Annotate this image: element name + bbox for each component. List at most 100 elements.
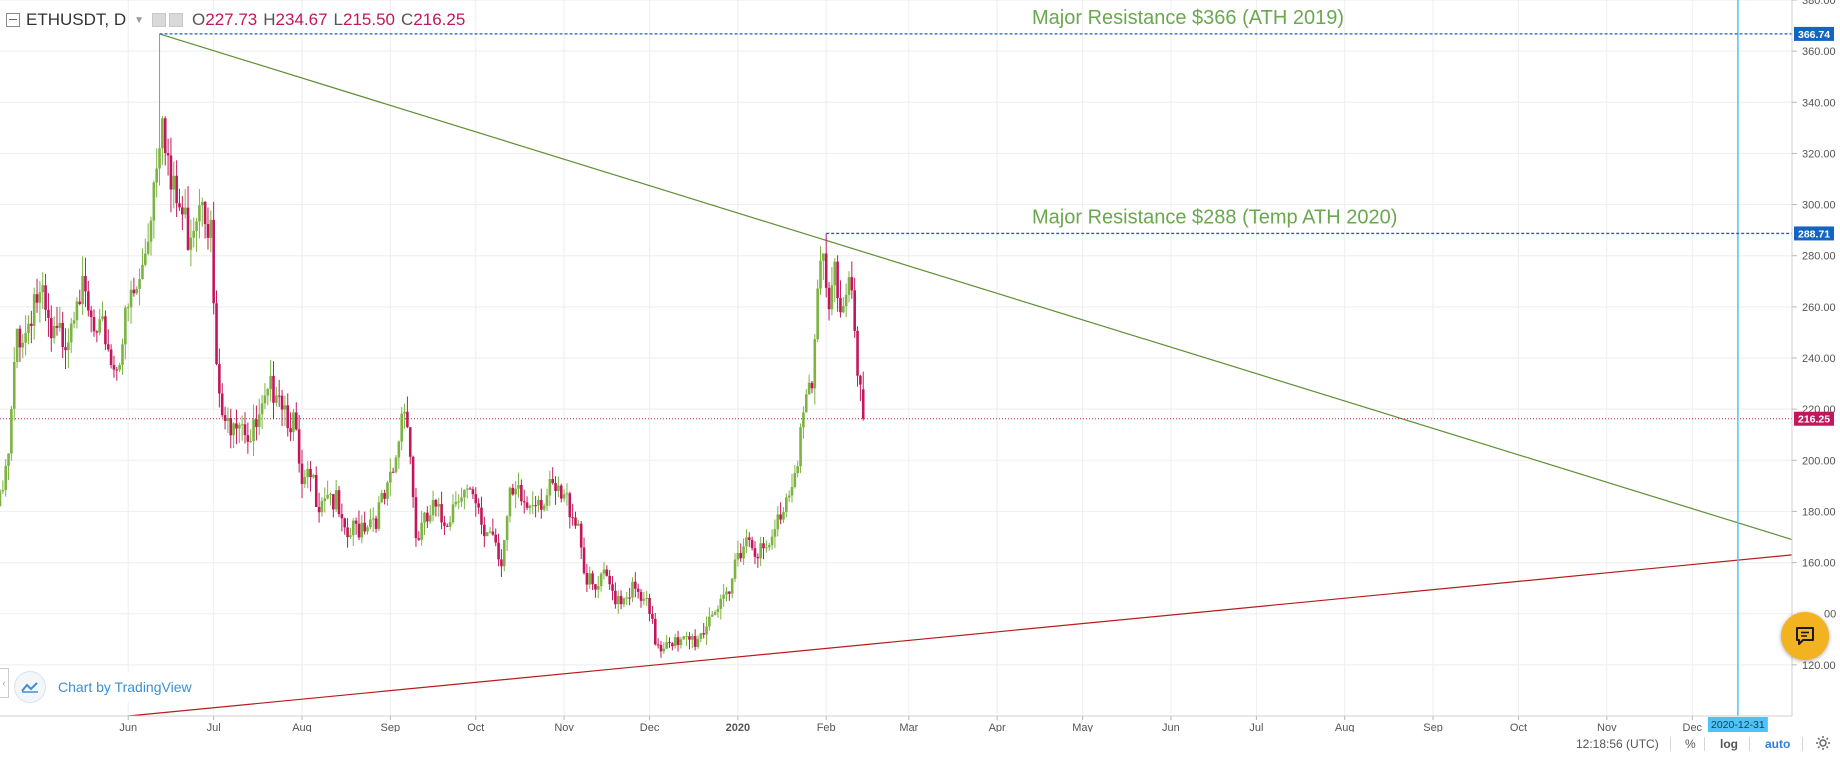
last-price-tag <box>1794 411 1834 426</box>
candle-body <box>408 427 412 457</box>
collapse-legend-icon[interactable] <box>6 13 20 27</box>
candle-body <box>423 512 426 523</box>
price-scale[interactable]: 120.00160.00180.00200.00220.00240.00260.… <box>1792 0 1840 716</box>
candle-body <box>796 466 800 474</box>
candle-body <box>434 499 438 507</box>
candle-body <box>112 364 116 370</box>
candle-body <box>1 490 5 492</box>
candle-body <box>132 289 136 294</box>
candle-body <box>218 364 221 394</box>
candle-body <box>822 253 825 261</box>
candle-body <box>64 347 67 351</box>
candle-body <box>72 320 76 324</box>
eye-icon[interactable] <box>152 13 167 27</box>
clock-label[interactable]: 12:18:56 (UTC) <box>1576 737 1659 751</box>
candle-body <box>850 277 854 291</box>
candle-body <box>349 535 352 538</box>
candle-body <box>87 291 90 311</box>
candle-body <box>596 586 600 590</box>
candle-body <box>183 207 187 215</box>
candle-body <box>559 485 563 499</box>
candle-body <box>708 616 711 627</box>
candle-body <box>306 468 309 478</box>
candle-body <box>568 493 572 518</box>
candle-body <box>181 207 184 215</box>
tradingview-logo-icon <box>14 671 46 703</box>
x-tick-label: Nov <box>554 722 574 732</box>
tradingview-badge[interactable]: Chart by TradingView <box>14 671 202 703</box>
low-value: 215.50 <box>343 10 396 29</box>
candle-body <box>109 349 113 365</box>
candle-body <box>634 581 637 589</box>
candle-body <box>836 261 839 298</box>
candle-body <box>141 264 144 280</box>
y-tick-label: 160.00 <box>1802 558 1836 570</box>
candle-body <box>648 598 651 614</box>
auto-toggle[interactable]: auto <box>1765 737 1791 751</box>
candle-body <box>582 547 586 574</box>
candle-body <box>286 405 290 429</box>
time-scale[interactable]: Jun Jul Aug Sep Oct Nov Dec 2020 Feb Mar Apr May Jun… <box>0 716 1840 734</box>
candle-body <box>41 285 45 293</box>
chart-svg[interactable]: Major Resistance $366 (ATH 2019) Major Re… <box>0 0 1840 734</box>
symbol-legend: ETHUSDT, D ▼ O 227.73 H 234.67 L 215.50 C 21… <box>6 8 465 32</box>
x-tick-label: Aug <box>1335 722 1355 732</box>
candle-body <box>685 636 688 638</box>
log-toggle[interactable]: log <box>1720 737 1738 751</box>
comments-button[interactable] <box>1781 612 1829 660</box>
candle-body <box>645 598 649 600</box>
y-tick-label: 360.00 <box>1802 46 1836 58</box>
candle-body <box>161 118 164 149</box>
candle-body <box>101 316 104 320</box>
candle-body <box>830 285 834 310</box>
candle-body <box>853 290 856 331</box>
x-tick-label: Jun <box>1162 722 1180 732</box>
chevron-down-icon[interactable]: ▼ <box>134 14 145 26</box>
candle-body <box>269 375 272 390</box>
symbol-label[interactable]: ETHUSDT, D <box>26 10 127 29</box>
candle-body <box>719 598 723 609</box>
settings-small-icon[interactable] <box>169 13 184 27</box>
candle-body <box>465 488 469 490</box>
candle-body <box>238 424 241 429</box>
candle-body <box>121 344 124 365</box>
candle-body <box>639 591 643 601</box>
candle-body <box>232 423 235 436</box>
price-scale-background <box>1793 0 1840 716</box>
close-value: 216.25 <box>413 10 466 29</box>
candle-body <box>252 419 255 442</box>
candle-body <box>15 328 19 362</box>
candle-body <box>400 413 404 442</box>
scroll-left-button[interactable]: ‹ <box>0 668 9 698</box>
candle-body <box>206 224 210 238</box>
candle-body <box>371 518 375 520</box>
candle-body <box>260 403 264 415</box>
resistance-price-tag <box>1794 26 1834 41</box>
gear-icon[interactable] <box>1815 735 1831 754</box>
candle-body <box>773 529 777 537</box>
x-tick-label: Sep <box>381 722 401 732</box>
candle-body <box>428 515 432 522</box>
candle-body <box>844 294 848 307</box>
candle-body <box>776 514 780 530</box>
candle-body <box>215 303 218 365</box>
candle-body <box>118 364 121 370</box>
candle-body <box>277 395 281 397</box>
candle-body <box>420 522 423 540</box>
candle-body <box>471 489 475 495</box>
candle-body <box>172 175 176 190</box>
candle-body <box>192 230 196 238</box>
candle-body <box>312 474 315 478</box>
candle-body <box>511 487 515 495</box>
candle-body <box>816 288 819 340</box>
candle-body <box>616 595 620 605</box>
candle-body <box>351 520 355 536</box>
percent-toggle[interactable]: % <box>1685 737 1696 751</box>
candle-body <box>557 485 560 492</box>
candle-body <box>779 514 782 520</box>
candle-body <box>366 527 369 532</box>
candle-body <box>235 423 238 429</box>
candle-body <box>178 203 181 208</box>
y-tick-label: 380.00 <box>1802 0 1836 7</box>
